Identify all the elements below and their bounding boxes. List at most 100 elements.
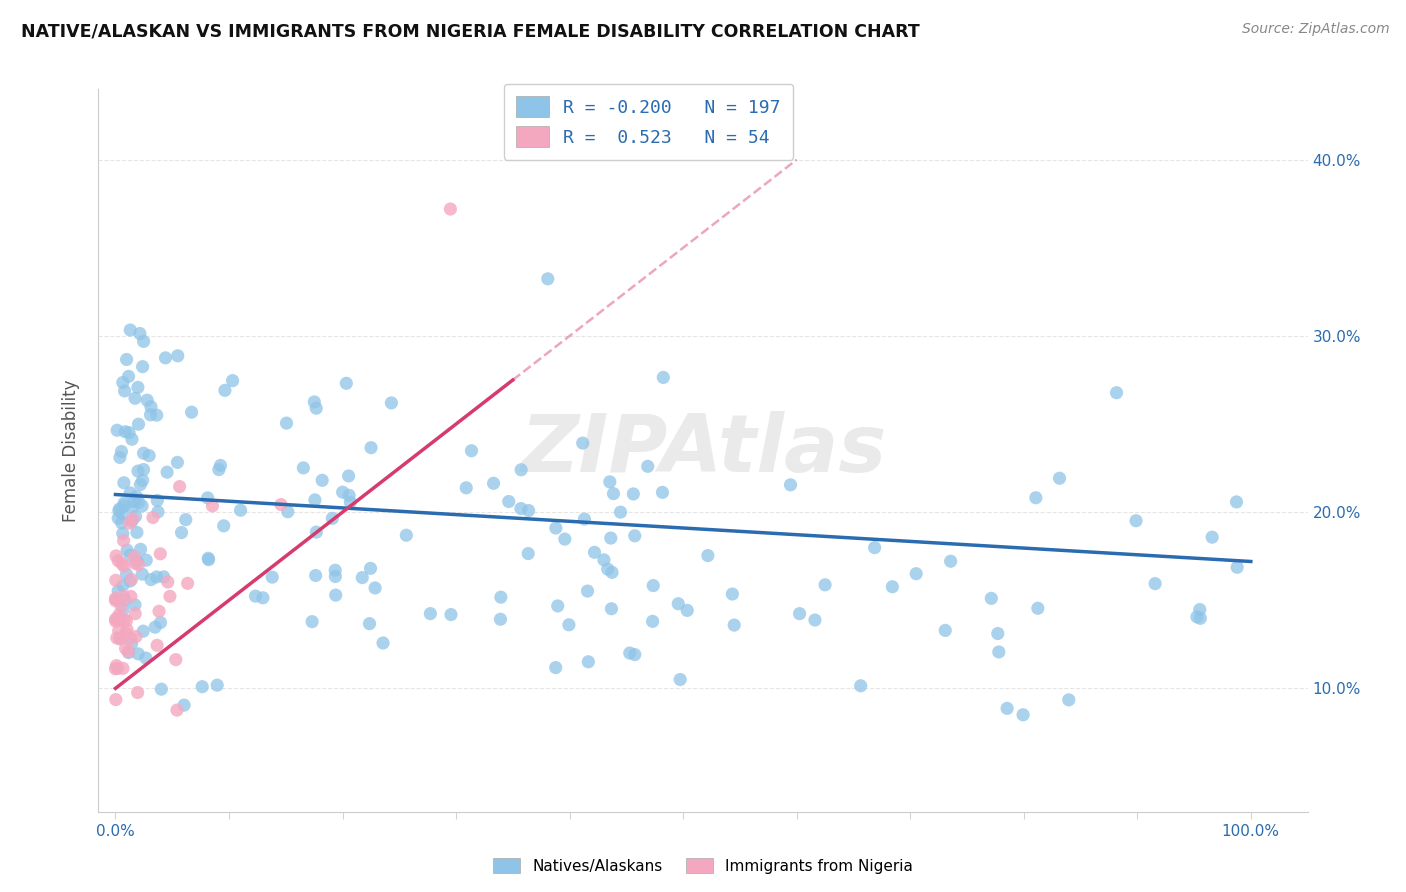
Point: [112, 475, 135, 490]
Point: [1226, 560, 1249, 574]
Point: [166, 455, 188, 469]
Point: [547, 599, 569, 613]
Point: [138, 449, 160, 463]
Point: [107, 661, 129, 675]
Point: [360, 441, 382, 455]
Point: [643, 578, 665, 592]
Point: [117, 369, 139, 384]
Point: [262, 570, 284, 584]
Point: [150, 682, 173, 697]
Point: [159, 590, 181, 604]
Point: [105, 631, 128, 645]
Point: [136, 393, 159, 408]
Point: [995, 701, 1018, 715]
Point: [156, 574, 179, 589]
Point: [779, 478, 801, 492]
Point: [142, 510, 165, 524]
Point: [270, 498, 292, 512]
Point: [105, 549, 128, 563]
Point: [304, 395, 326, 409]
Point: [305, 568, 328, 582]
Point: [669, 673, 692, 687]
Point: [554, 532, 576, 546]
Point: [311, 473, 333, 487]
Point: [221, 374, 243, 388]
Point: [1125, 514, 1147, 528]
Point: [108, 503, 131, 517]
Point: [180, 405, 202, 419]
Point: [229, 503, 252, 517]
Point: [666, 597, 689, 611]
Point: [352, 571, 374, 585]
Point: [115, 567, 138, 582]
Point: [641, 615, 664, 629]
Point: [127, 464, 149, 478]
Point: [129, 326, 152, 341]
Point: [277, 505, 299, 519]
Point: [173, 698, 195, 713]
Point: [439, 202, 461, 216]
Point: [166, 703, 188, 717]
Point: [112, 533, 135, 548]
Point: [325, 588, 347, 602]
Point: [107, 611, 129, 625]
Text: ZIPAtlas: ZIPAtlas: [520, 411, 886, 490]
Point: [621, 487, 644, 501]
Point: [789, 607, 811, 621]
Point: [201, 499, 224, 513]
Point: [111, 376, 134, 390]
Point: [104, 591, 127, 606]
Point: [602, 486, 624, 500]
Point: [1057, 693, 1080, 707]
Point: [599, 475, 621, 489]
Point: [124, 392, 146, 406]
Point: [104, 612, 127, 626]
Point: [600, 601, 623, 615]
Point: [108, 501, 131, 516]
Point: [149, 547, 172, 561]
Point: [1189, 611, 1212, 625]
Point: [139, 400, 162, 414]
Point: [104, 593, 127, 607]
Point: [209, 458, 232, 473]
Point: [863, 541, 886, 555]
Point: [110, 599, 132, 613]
Point: [301, 615, 323, 629]
Point: [114, 499, 136, 513]
Point: [1144, 576, 1167, 591]
Point: [558, 617, 581, 632]
Point: [482, 476, 505, 491]
Point: [1026, 601, 1049, 615]
Point: [118, 574, 141, 588]
Point: [882, 580, 904, 594]
Point: [146, 638, 169, 652]
Point: [371, 636, 394, 650]
Point: [380, 396, 402, 410]
Point: [114, 641, 136, 656]
Point: [124, 598, 146, 612]
Point: [155, 351, 177, 365]
Point: [1201, 530, 1223, 544]
Point: [696, 549, 718, 563]
Point: [276, 416, 298, 430]
Point: [111, 526, 134, 541]
Point: [498, 494, 520, 508]
Point: [107, 624, 129, 638]
Point: [125, 554, 148, 568]
Point: [121, 573, 143, 587]
Point: [148, 604, 170, 618]
Point: [105, 658, 128, 673]
Point: [108, 613, 131, 627]
Point: [583, 545, 606, 559]
Point: [359, 616, 381, 631]
Point: [104, 692, 127, 706]
Point: [325, 569, 347, 583]
Point: [637, 459, 659, 474]
Point: [124, 556, 146, 570]
Point: [112, 602, 135, 616]
Point: [131, 499, 153, 513]
Point: [139, 408, 162, 422]
Point: [214, 384, 236, 398]
Point: [121, 432, 143, 446]
Point: [107, 553, 129, 567]
